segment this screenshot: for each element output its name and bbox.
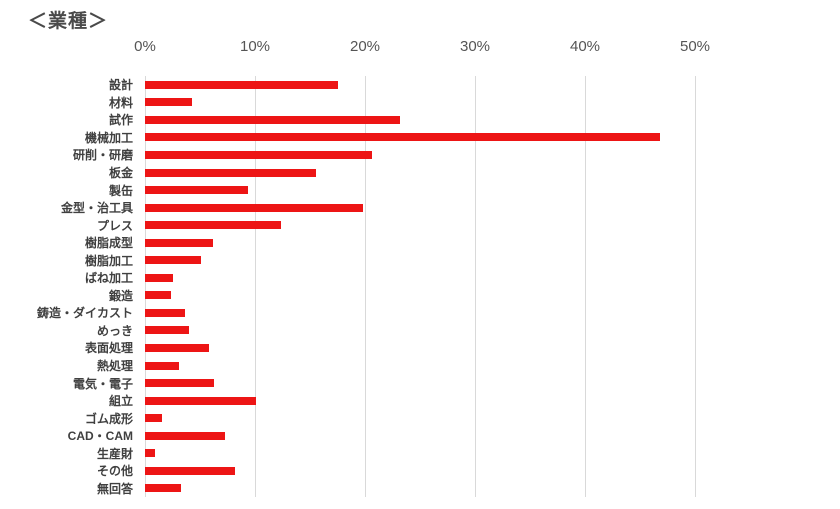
category-label: プレス: [96, 218, 133, 233]
bar: [145, 238, 214, 247]
gridline: [365, 76, 366, 497]
bar: [145, 291, 172, 300]
category-label: めっき: [96, 323, 133, 338]
bar-row: [145, 129, 726, 147]
x-axis-tick: 20%: [349, 38, 381, 55]
category-label: 試作: [108, 113, 133, 128]
category-labels: 設計材料試作機械加工研削・研磨板金製缶金型・治工具プレス樹脂成型樹脂加工ばね加工…: [0, 76, 140, 497]
bar-row: [145, 146, 726, 164]
bar: [145, 414, 162, 423]
gridline: [475, 76, 476, 497]
bar: [145, 256, 202, 265]
category-label: 製缶: [108, 183, 133, 198]
bar-row: [145, 76, 726, 94]
bar-row: [145, 111, 726, 129]
bar-row: [145, 427, 726, 445]
x-axis-tick: 50%: [679, 38, 711, 55]
bar: [145, 273, 173, 282]
bar: [145, 396, 257, 405]
bar-row: [145, 164, 726, 182]
bar: [145, 98, 193, 107]
category-label: 機械加工: [84, 130, 133, 145]
bars: [145, 76, 726, 497]
bar: [145, 326, 189, 335]
x-axis: 0% 10% 20% 30% 40% 50%: [134, 38, 745, 58]
category-label: 熱処理: [96, 359, 133, 374]
category-label: 鋳造・ダイカスト: [36, 306, 133, 321]
chart-title: ＜業種＞: [28, 11, 109, 32]
bar: [145, 449, 155, 458]
category-label: 樹脂成型: [84, 236, 133, 251]
bar: [145, 343, 209, 352]
bar-row: [145, 322, 726, 340]
bar-row: [145, 304, 726, 322]
gridline: [255, 76, 256, 497]
bar-row: [145, 357, 726, 375]
category-label: その他: [96, 464, 133, 479]
bar-row: [145, 251, 726, 269]
gridline: [585, 76, 586, 497]
category-label: 板金: [108, 166, 133, 180]
category-label: 電気・電子: [72, 376, 133, 391]
gridline: [695, 76, 696, 497]
category-label: 設計: [108, 78, 133, 93]
bar-row: [145, 269, 726, 287]
category-label: 樹脂加工: [84, 253, 133, 268]
bar: [145, 150, 372, 159]
plot-area: [145, 76, 726, 497]
category-label: 鍛造: [108, 288, 133, 303]
category-label: 材料: [108, 95, 133, 110]
bar: [145, 466, 236, 475]
bar: [145, 133, 660, 142]
category-label: 表面処理: [84, 341, 133, 356]
bar: [145, 361, 180, 370]
bar: [145, 431, 226, 440]
x-axis-tick: 10%: [239, 38, 271, 55]
bar-row: [145, 234, 726, 252]
bar-row: [145, 392, 726, 410]
category-label: ばね加工: [84, 271, 133, 286]
bar-row: [145, 374, 726, 392]
bar-row: [145, 287, 726, 305]
bar: [145, 308, 185, 317]
bar-row: [145, 94, 726, 112]
bar: [145, 484, 182, 493]
bar-row: [145, 409, 726, 427]
category-label: 組立: [108, 394, 133, 409]
bar-row: [145, 339, 726, 357]
category-label: 生産財: [96, 446, 133, 461]
category-label: ゴム成形: [84, 411, 133, 426]
category-label: 金型・治工具: [60, 201, 133, 216]
category-label: 無回答: [96, 481, 133, 496]
bar-row: [145, 480, 726, 498]
bar-row: [145, 462, 726, 480]
category-label: CAD・CAM: [67, 429, 133, 444]
bar: [145, 221, 282, 230]
bar: [145, 80, 338, 89]
category-label: 研削・研磨: [72, 148, 133, 163]
gridline: [145, 76, 146, 497]
bar: [145, 186, 249, 195]
bar: [145, 115, 401, 124]
bar: [145, 203, 363, 212]
x-axis-tick: 40%: [569, 38, 601, 55]
bar-row: [145, 216, 726, 234]
x-axis-tick: 0%: [134, 38, 156, 55]
x-axis-tick: 30%: [459, 38, 491, 55]
bar: [145, 379, 215, 388]
bar-row: [145, 199, 726, 217]
bar-row: [145, 444, 726, 462]
bar: [145, 168, 316, 177]
bar-row: [145, 181, 726, 199]
